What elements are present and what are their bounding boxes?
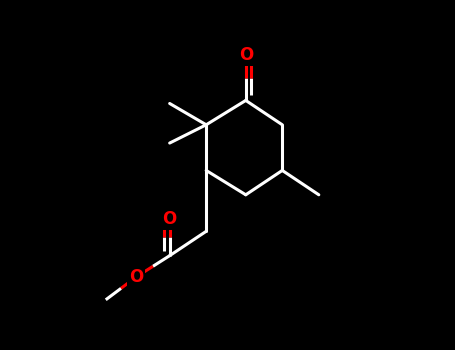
Text: O: O (238, 46, 253, 64)
Text: O: O (129, 268, 143, 286)
Text: O: O (162, 210, 177, 228)
